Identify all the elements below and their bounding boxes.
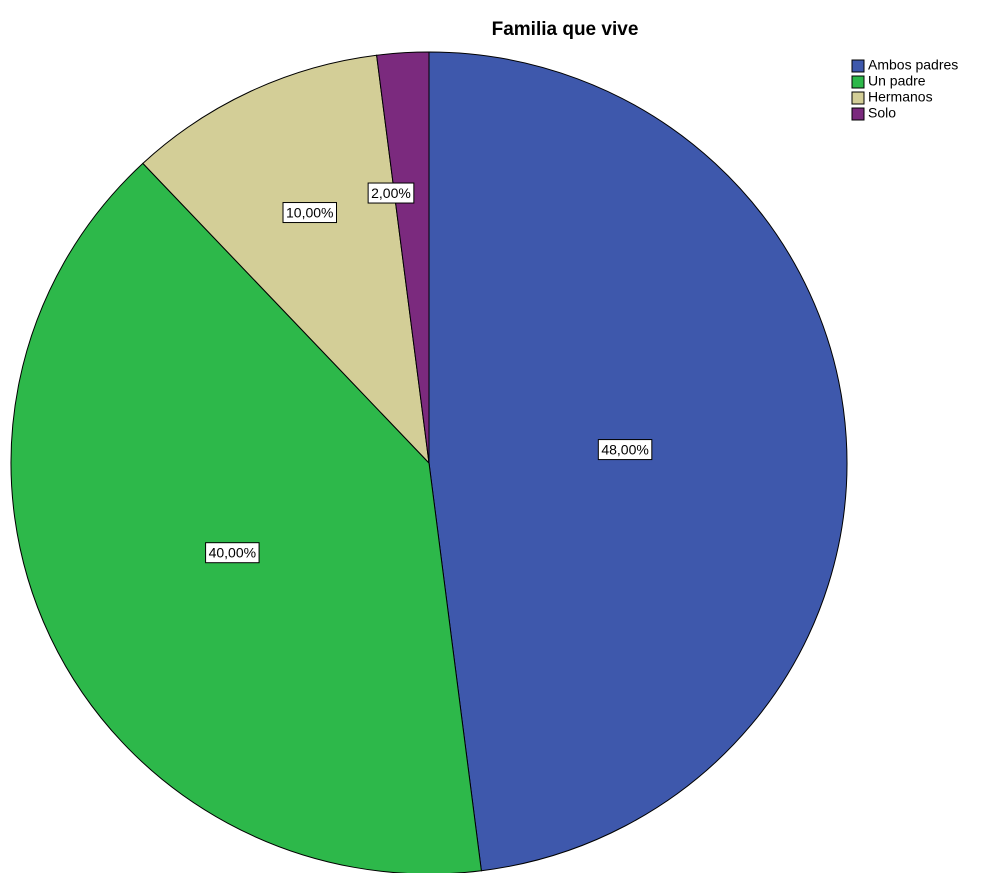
chart-title: Familia que vive (492, 19, 639, 40)
legend-swatch (851, 91, 865, 105)
legend-swatch (851, 107, 865, 121)
legend-label: Solo (868, 105, 896, 121)
legend-label: Un padre (868, 73, 926, 89)
data-label: 40,00% (209, 545, 256, 561)
data-label: 2,00% (371, 185, 411, 201)
pie-slice (10, 162, 482, 873)
data-label-box (282, 202, 337, 224)
pie-slice (142, 54, 430, 465)
data-label-box (367, 182, 415, 204)
data-label-box (205, 542, 260, 564)
pie-slice (376, 51, 430, 464)
legend-swatch (851, 75, 865, 89)
data-label: 10,00% (286, 205, 333, 221)
pie-slice (428, 51, 848, 872)
legend-label: Hermanos (868, 89, 933, 105)
legend-swatch (851, 59, 865, 73)
legend-label: Ambos padres (868, 57, 958, 73)
data-label: 48,00% (601, 442, 648, 458)
data-label-box (597, 439, 653, 461)
